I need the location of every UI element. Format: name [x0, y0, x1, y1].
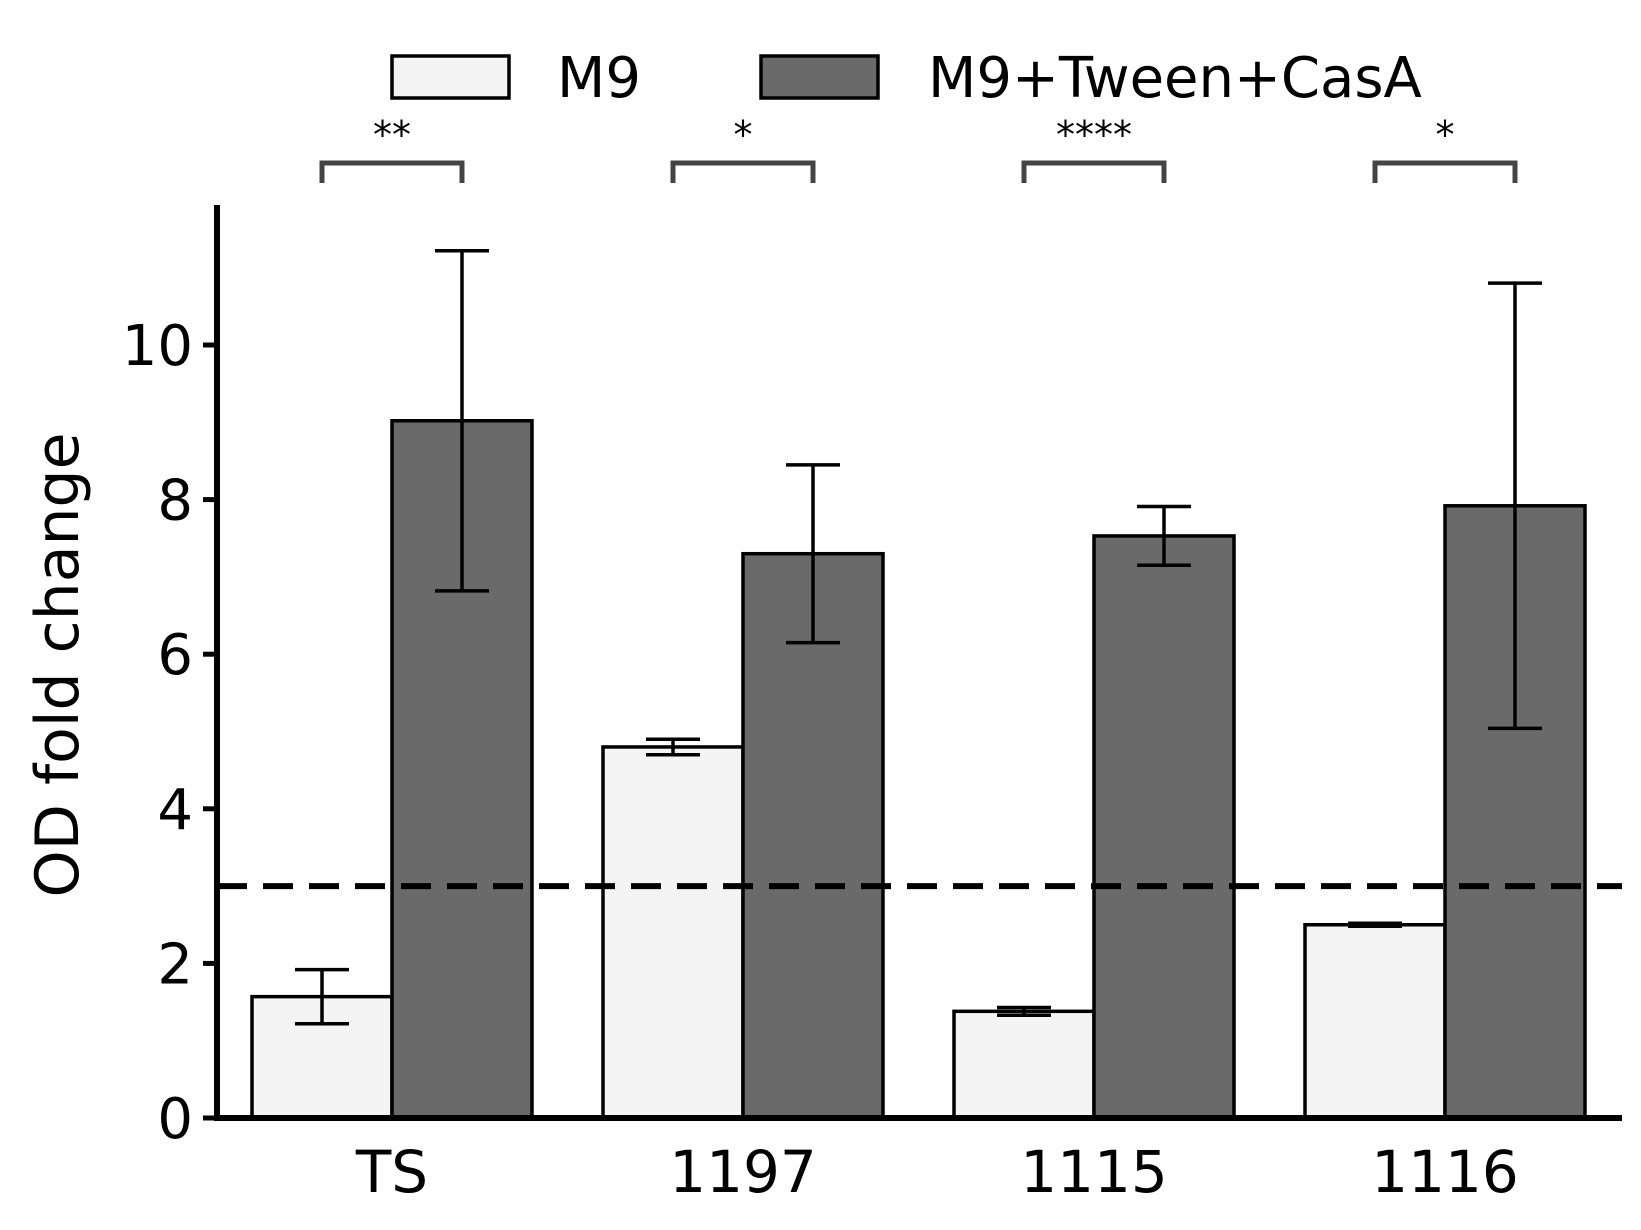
x-tick-label: 1116 [1371, 1138, 1519, 1206]
y-tick-label: 6 [157, 623, 193, 688]
x-tick-label: 1115 [1020, 1138, 1168, 1206]
legend-swatch [390, 54, 511, 100]
y-tick-label: 10 [122, 314, 193, 379]
legend-label: M9 [557, 46, 641, 111]
bar-m9 [601, 745, 745, 1120]
y-axis-label: OD fold change [23, 433, 93, 898]
y-axis-ticks: 0 2 4 6 8 10 [122, 314, 217, 1152]
x-axis-labels: TS 1197 1115 1116 [355, 1138, 1519, 1206]
significance-brackets: ** * **** * [319, 113, 1518, 183]
x-tick-label: 1197 [669, 1138, 817, 1206]
significance-bracket [319, 160, 465, 183]
x-tick-label: TS [355, 1138, 428, 1206]
significance-bracket [670, 160, 816, 183]
bars [250, 419, 1587, 1120]
y-tick-label: 4 [157, 778, 193, 843]
y-tick-label: 8 [157, 469, 193, 534]
legend-swatch [759, 54, 880, 100]
significance-label: * [734, 113, 753, 157]
y-tick-label: 0 [157, 1087, 193, 1152]
y-tick-label: 2 [157, 932, 193, 997]
significance-label: ** [373, 113, 411, 157]
axes [214, 205, 1622, 1121]
significance-label: **** [1056, 113, 1132, 157]
significance-label: * [1436, 113, 1455, 157]
error-bars [295, 248, 1542, 1026]
bar-m9 [952, 1009, 1096, 1120]
significance-bracket [1021, 160, 1167, 183]
bar-m9 [1303, 923, 1447, 1120]
significance-bracket [1372, 160, 1518, 183]
bar-m9-tween-casa [741, 551, 885, 1120]
legend: M9 M9+Tween+CasA [390, 46, 1422, 111]
legend-label: M9+Tween+CasA [928, 46, 1422, 111]
bar-m9-tween-casa [1092, 534, 1236, 1120]
